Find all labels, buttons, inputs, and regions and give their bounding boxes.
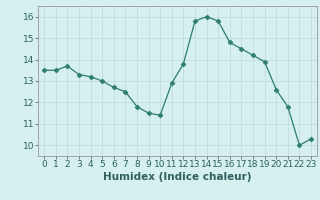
X-axis label: Humidex (Indice chaleur): Humidex (Indice chaleur) [103, 172, 252, 182]
